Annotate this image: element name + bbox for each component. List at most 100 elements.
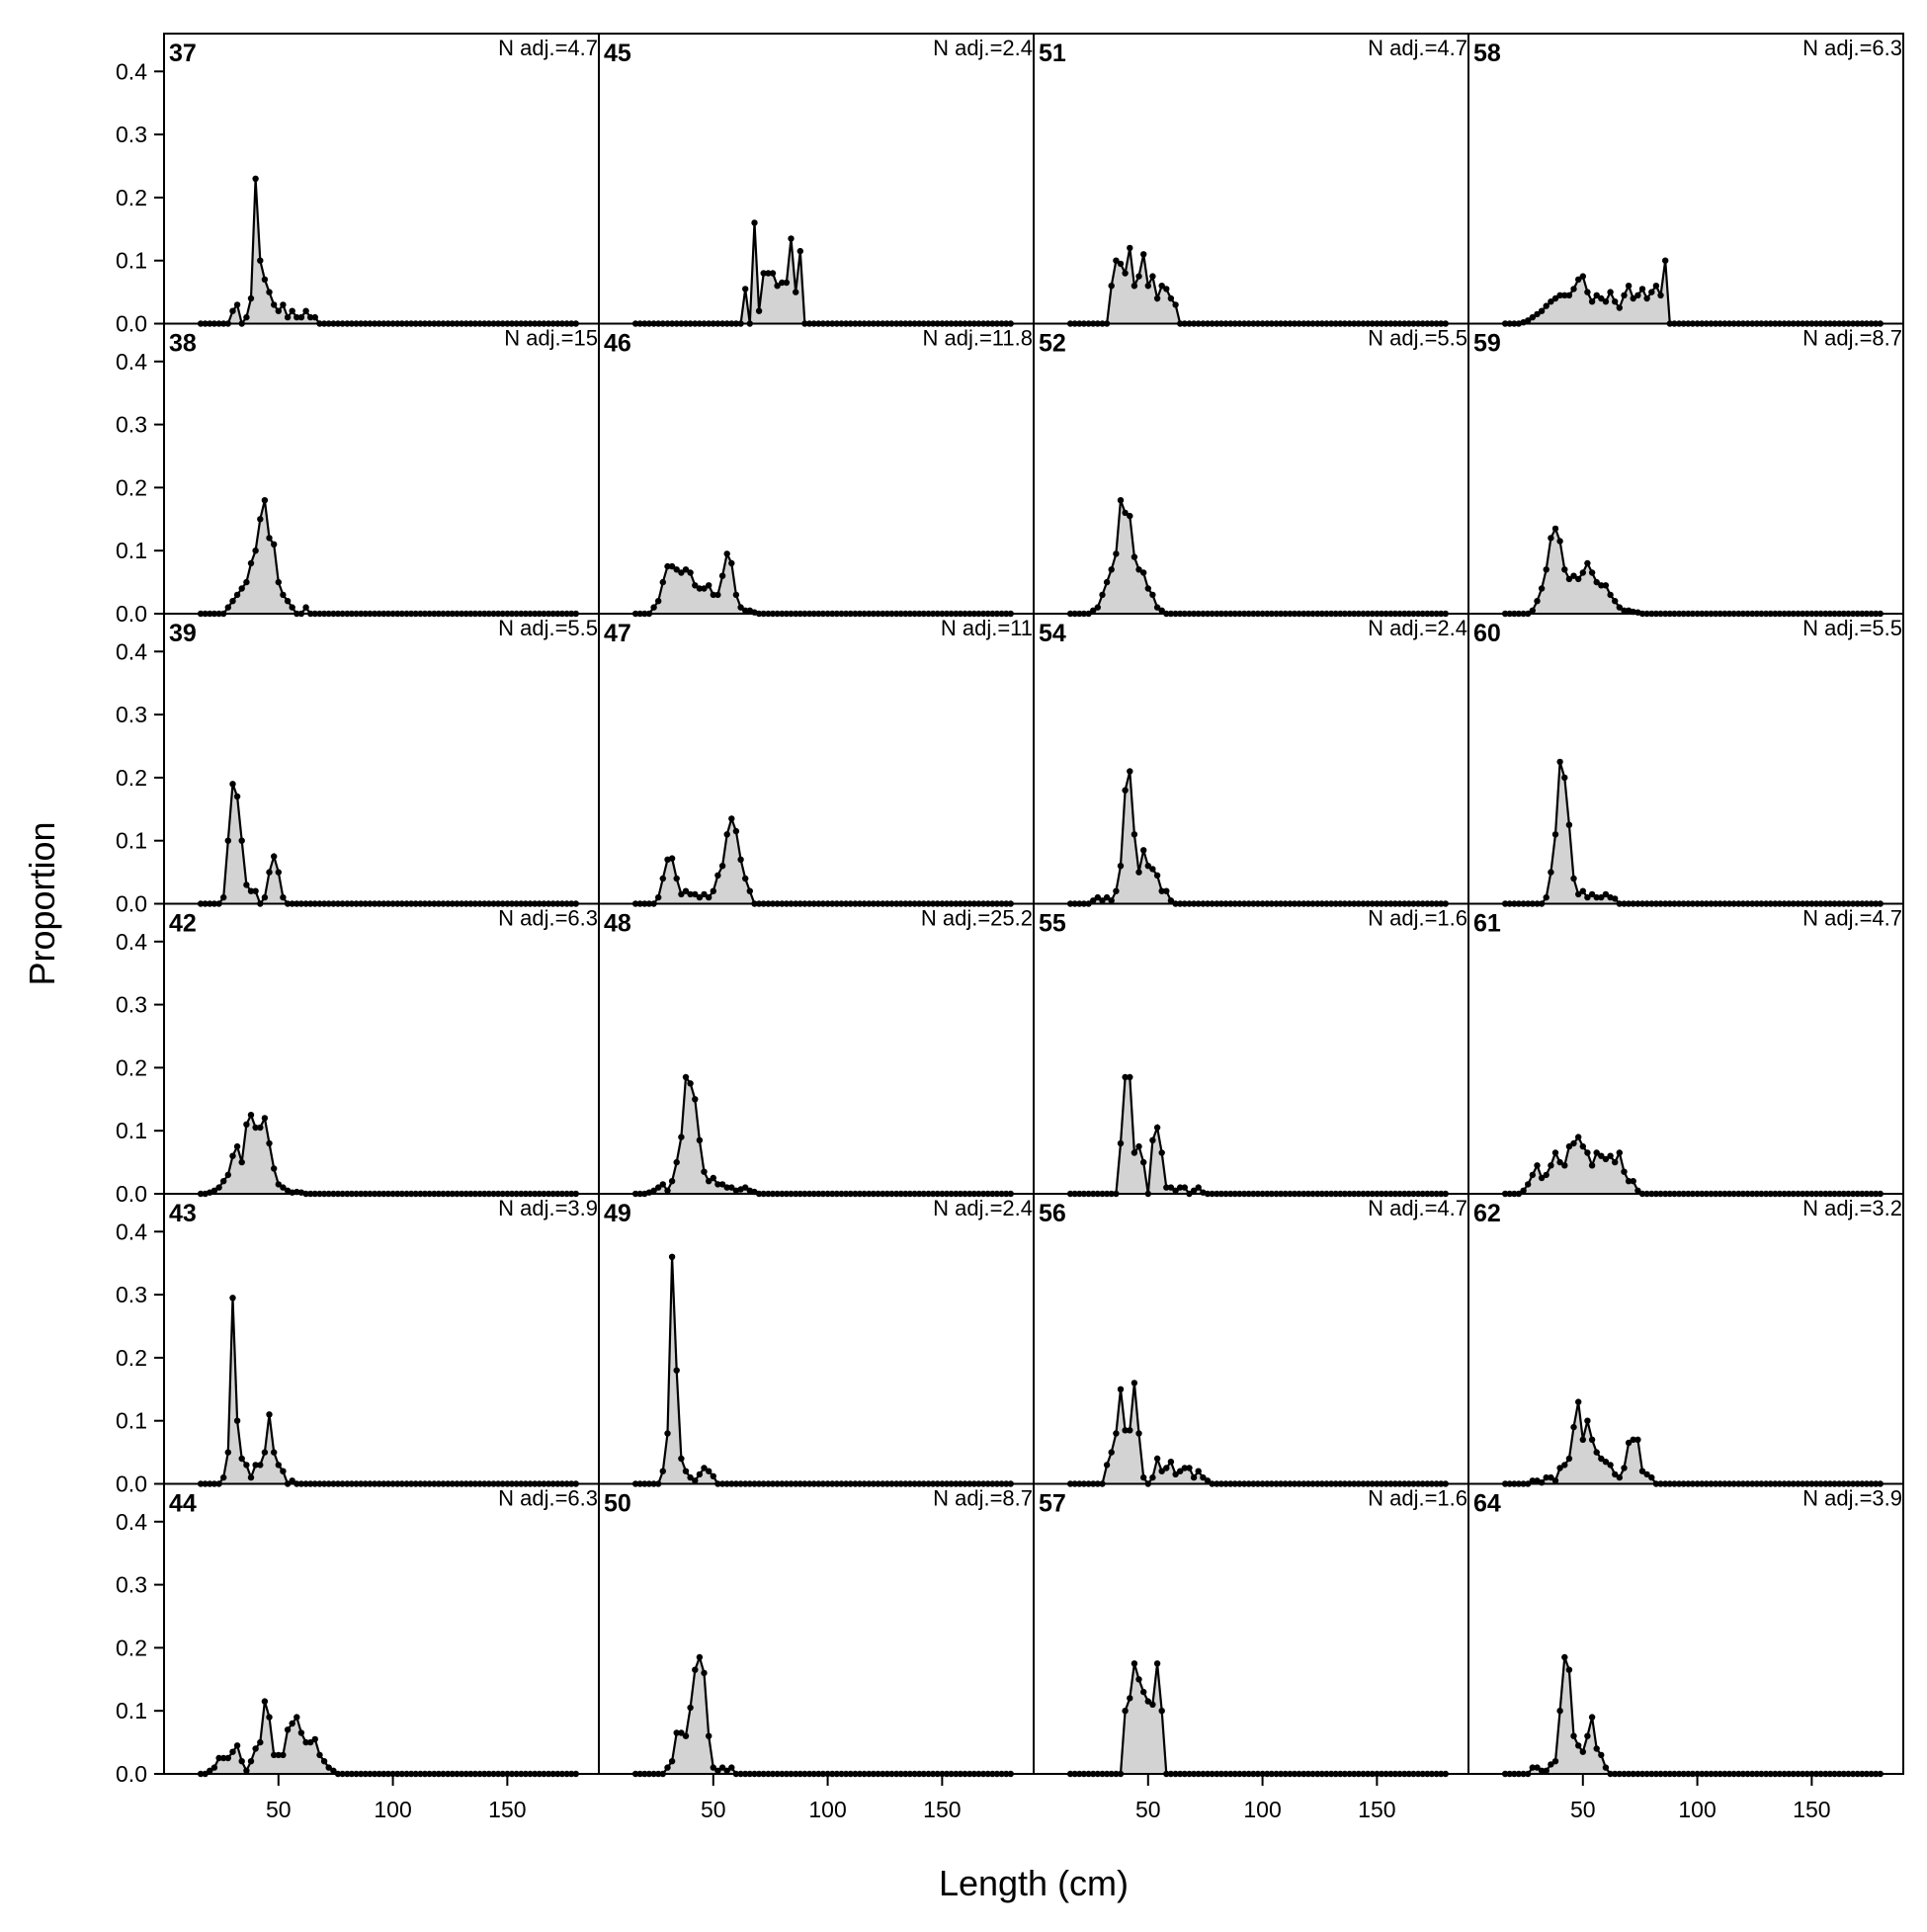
data-point [687,1473,694,1481]
data-point [692,582,699,589]
panel-n-label: N adj.=8.7 [933,1486,1033,1511]
data-point [1657,292,1664,298]
data-point [247,887,255,894]
data-point [1616,304,1624,311]
data-point [1579,1748,1587,1755]
data-point [257,516,264,523]
data-point [1602,1459,1610,1466]
area-fill-57 [1070,1663,1446,1774]
data-point [275,578,282,586]
data-point [1579,1436,1587,1444]
data-point [280,893,287,901]
data-point [1127,1427,1133,1434]
data-point [252,547,259,554]
y-tick-label: 0.3 [116,1572,147,1598]
panel-frame-62 [1467,1193,1904,1485]
panel-n-label: N adj.=6.3 [498,906,598,931]
y-tick-label: 0.1 [116,1118,147,1143]
data-point [257,1462,264,1469]
data-point [224,604,231,611]
y-tick-label: 0.4 [116,349,147,375]
data-point [1598,1152,1605,1159]
data-point [1135,869,1142,876]
data-point [1158,1708,1165,1715]
data-point [297,313,305,321]
data-point [1570,1732,1577,1739]
data-point [706,1178,712,1185]
data-point [1122,1427,1129,1434]
data-point [297,1729,305,1736]
panel-n-label: N adj.=11 [941,616,1033,640]
data-point [1551,1477,1559,1484]
data-point [765,270,772,277]
data-point [280,591,287,599]
y-tick-label: 0.2 [116,1635,147,1660]
data-point [1538,307,1546,314]
data-point [252,1462,259,1469]
data-point [1598,582,1605,589]
data-point [1625,1178,1633,1185]
data-point [238,1158,245,1166]
data-point [233,1742,241,1749]
data-point [1149,1136,1156,1144]
data-point [783,279,791,287]
data-point [1548,869,1554,876]
data-point [243,313,250,321]
area-fill-64 [1505,1657,1881,1774]
data-point [311,313,318,321]
data-point [320,1758,328,1765]
data-point [1561,1462,1568,1469]
area-fill-50 [635,1657,1011,1774]
data-point [742,1184,749,1191]
panel-n-label: N adj.=5.5 [1368,326,1467,351]
data-point [238,1758,245,1765]
data-point [673,566,680,573]
x-tick-label: 150 [923,1797,961,1822]
panel-frame-51 [1033,33,1469,325]
data-point [664,1187,671,1195]
panel-n-label: N adj.=25.2 [921,906,1033,931]
data-point [728,1764,735,1771]
panel-id-label: 44 [169,1490,197,1518]
panel-n-label: N adj.=11.8 [922,326,1033,351]
data-point [659,1181,666,1188]
data-point [701,1465,708,1471]
data-point [1570,572,1577,579]
data-point [1149,866,1156,873]
x-tick-label: 100 [1243,1797,1281,1822]
data-point [760,270,767,277]
data-point [706,1732,712,1739]
data-point [1195,1468,1202,1474]
data-point [261,893,269,901]
panel-n-label: N adj.=6.3 [1802,36,1902,60]
data-point [1538,1174,1546,1182]
data-point [1520,1187,1527,1195]
data-point [1602,582,1610,589]
data-point [1158,607,1165,614]
data-point [1172,1187,1179,1195]
data-point [275,1462,282,1469]
data-point [1616,1473,1624,1481]
data-point [1149,273,1156,280]
area-fill-59 [1505,528,1881,614]
panel-id-label: 60 [1473,620,1501,647]
area-fill-58 [1505,260,1881,324]
data-point [1598,294,1605,302]
data-point [1122,270,1129,277]
data-point [1108,566,1115,573]
data-point [1556,538,1563,545]
series-line-45 [635,222,1011,325]
data-point [1529,1764,1537,1771]
data-point [1588,1714,1596,1721]
data-point [257,1124,264,1132]
data-point [1103,1462,1111,1469]
panel-id-label: 52 [1039,330,1066,358]
panel-frame-52 [1033,322,1469,615]
data-point [732,827,740,835]
data-point [655,598,662,605]
panel-frame-54 [1033,613,1469,905]
data-point [1548,535,1554,542]
data-point [275,1181,282,1188]
panel-id-label: 62 [1473,1200,1501,1227]
data-point [696,893,704,901]
